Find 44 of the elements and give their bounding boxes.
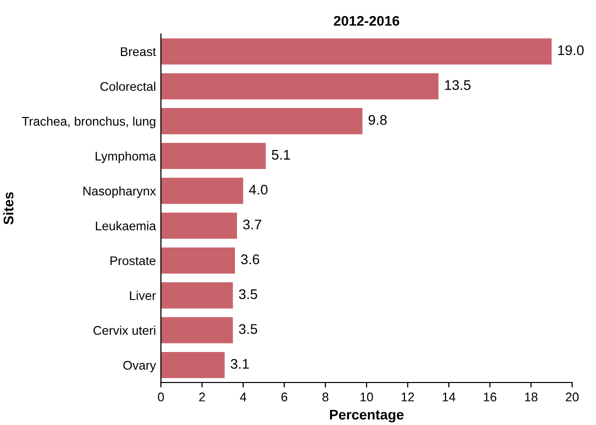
bar bbox=[160, 247, 235, 274]
y-tick-label: Leukaemia bbox=[96, 221, 156, 230]
bar bbox=[160, 317, 233, 344]
x-tick-label: 2 bbox=[199, 392, 205, 402]
bar bbox=[160, 73, 439, 100]
x-tick-label: 8 bbox=[322, 392, 328, 402]
y-tick-label: Breast bbox=[120, 47, 156, 56]
data-label: 4.0 bbox=[249, 184, 268, 195]
x-tick-label: 18 bbox=[525, 392, 538, 402]
x-tick-label: 10 bbox=[360, 392, 374, 402]
x-axis-title: Percentage bbox=[330, 410, 404, 422]
bar bbox=[160, 108, 362, 134]
bar bbox=[160, 178, 244, 204]
y-tick-label: Cervix uteri bbox=[93, 326, 156, 335]
y-tick-label: Liver bbox=[130, 290, 156, 300]
data-label: 3.5 bbox=[238, 324, 258, 334]
data-label: 9.8 bbox=[368, 115, 387, 125]
data-label: 19.0 bbox=[558, 45, 584, 56]
data-label: 3.1 bbox=[230, 358, 249, 369]
x-tick-label: 12 bbox=[402, 392, 414, 402]
data-label: 3.6 bbox=[241, 254, 260, 264]
y-axis-title: Sites bbox=[3, 192, 14, 224]
chart-title: 2012-2016 bbox=[334, 16, 400, 26]
bar bbox=[160, 212, 237, 239]
y-tick-label: Prostate bbox=[110, 256, 156, 266]
data-label: 13.5 bbox=[445, 80, 471, 90]
x-tick-label: 0 bbox=[158, 392, 164, 402]
bar bbox=[160, 282, 233, 308]
x-tick-label: 16 bbox=[484, 392, 496, 402]
x-tick-label: 20 bbox=[566, 392, 579, 402]
y-tick-label: Colorectal bbox=[100, 82, 156, 91]
data-label: 5.1 bbox=[272, 150, 290, 160]
bar bbox=[160, 352, 225, 378]
bar bbox=[160, 38, 552, 64]
x-tick-label: 14 bbox=[442, 392, 456, 402]
y-tick-label: Lymphoma bbox=[96, 151, 156, 164]
x-tick-label: 4 bbox=[240, 392, 246, 402]
y-tick-label: Nasopharynx bbox=[83, 186, 156, 198]
y-tick-label: Ovary bbox=[123, 360, 156, 372]
bar bbox=[160, 142, 266, 170]
y-tick-label: Trachea, bronchus, lung bbox=[22, 116, 156, 128]
x-tick-label: 6 bbox=[281, 392, 288, 402]
data-label: 3.5 bbox=[238, 289, 258, 300]
data-label: 3.7 bbox=[243, 220, 262, 230]
